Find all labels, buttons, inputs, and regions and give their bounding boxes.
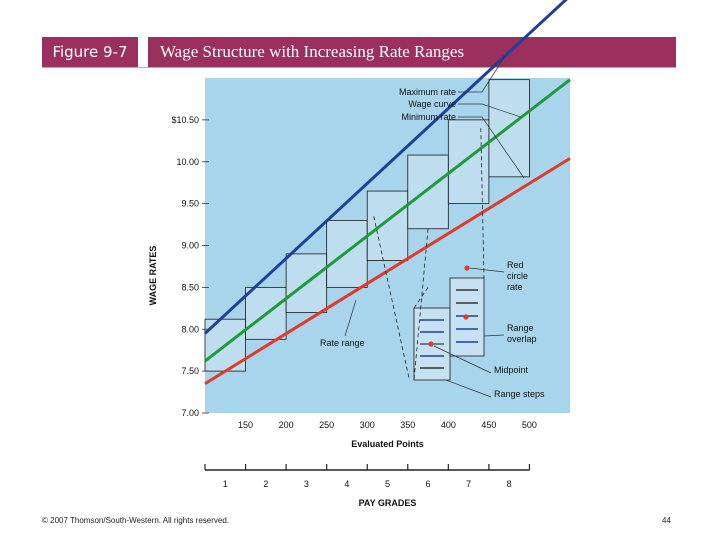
midpoint-dot xyxy=(428,341,434,347)
midpoint-dot xyxy=(463,314,469,320)
annotation-leader-line xyxy=(469,267,505,273)
y-tick-label: $10.50 xyxy=(171,115,199,125)
legend-leader-line xyxy=(458,116,525,179)
y-tick-label: 9.00 xyxy=(181,241,199,251)
x-tick-label: 200 xyxy=(279,420,294,430)
x-tick-label: 400 xyxy=(441,420,456,430)
rate-range-box-grade-6 xyxy=(407,154,449,230)
pay-grade-label: 5 xyxy=(385,479,390,489)
y-tick-label: 7.00 xyxy=(181,408,199,418)
x-tick-label: 300 xyxy=(360,420,375,430)
red-circle-rate-dot xyxy=(464,265,470,271)
y-axis-label: WAGE RATES xyxy=(148,246,158,306)
rate-range-box-grade-7 xyxy=(447,119,490,205)
minimum-rate-line xyxy=(204,157,571,385)
figure-label: Figure 9-7 xyxy=(42,37,138,67)
x-tick-label: 500 xyxy=(522,420,537,430)
pay-grade-label: 3 xyxy=(304,479,309,489)
rate-range-leader-line xyxy=(344,299,357,337)
inset-connector-dashed xyxy=(413,228,429,381)
pay-grade-label: 4 xyxy=(344,479,349,489)
pay-grade-label: 2 xyxy=(263,479,268,489)
pay-grade-label: 1 xyxy=(223,479,228,489)
annotation-label: Midpoint xyxy=(494,365,529,375)
legend-label: Maximum rate xyxy=(399,87,456,97)
x-axis-label: Evaluated Points xyxy=(351,439,424,449)
pay-grades-title: PAY GRADES xyxy=(359,498,417,508)
title-underline xyxy=(42,67,676,68)
annotation-label: Range steps xyxy=(494,389,545,399)
x-tick-label: 250 xyxy=(319,420,334,430)
y-tick-label: 9.50 xyxy=(181,199,199,209)
slide-title: Wage Structure with Increasing Rate Rang… xyxy=(148,37,676,67)
annotation-label: circle xyxy=(507,271,528,281)
legend-leader-line xyxy=(458,55,506,93)
inset-connector-dashed xyxy=(480,128,485,279)
annotation-label: Range xyxy=(507,323,534,333)
legend-label: Wage curve xyxy=(408,99,456,109)
y-tick-label: 8.00 xyxy=(181,324,199,334)
legend-leader-line xyxy=(458,103,522,118)
x-tick-label: 350 xyxy=(400,420,415,430)
rate-range-box-grade-4 xyxy=(326,219,368,288)
x-tick-label: 450 xyxy=(481,420,496,430)
y-tick-label: 8.50 xyxy=(181,282,199,292)
annotation-label: Red xyxy=(507,260,524,270)
copyright-text: © 2007 Thomson/South-Western. All rights… xyxy=(42,516,230,525)
x-tick-label: 150 xyxy=(238,420,253,430)
pay-grade-label: 6 xyxy=(426,479,431,489)
annotation-leader-line xyxy=(445,379,492,398)
annotation-leader-line xyxy=(483,334,505,337)
y-tick-label: 7.50 xyxy=(181,366,199,376)
y-tick-label: 10.00 xyxy=(176,157,199,167)
wage-curve-line xyxy=(204,78,571,363)
pay-grade-label: 8 xyxy=(507,479,512,489)
annotation-label: rate xyxy=(507,282,523,292)
rate-range-label: Rate range xyxy=(320,338,365,348)
pay-grade-label: 7 xyxy=(466,479,471,489)
annotation-label: overlap xyxy=(507,334,537,344)
rate-range-box-grade-5 xyxy=(366,190,409,261)
legend-label: Minimum rate xyxy=(401,112,456,122)
maximum-rate-line xyxy=(203,0,568,335)
annotation-leader-line xyxy=(433,345,492,374)
page-number: 44 xyxy=(662,516,671,525)
